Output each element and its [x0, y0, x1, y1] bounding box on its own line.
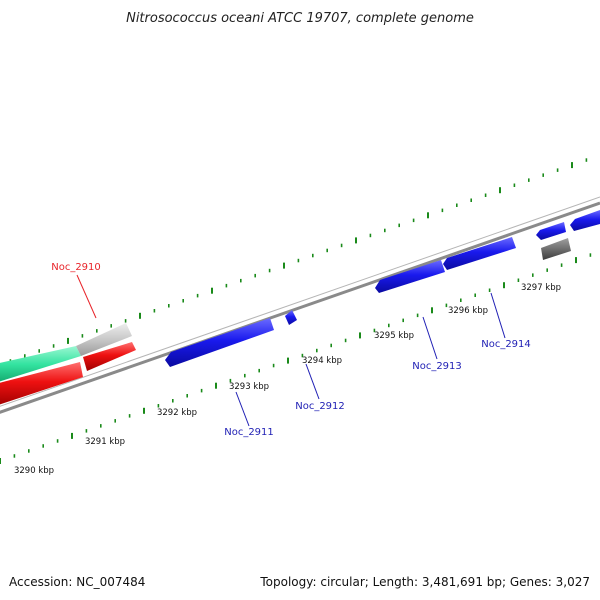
- genome-summary-text: Topology: circular; Length: 3,481,691 bp…: [259, 575, 590, 589]
- cds-red-1: [0, 362, 83, 405]
- map-title: Nitrosococcus oceani ATCC 19707, complet…: [126, 11, 474, 26]
- accession-text: Accession: NC_007484: [9, 575, 145, 589]
- tick-marks-lower: [0, 253, 592, 464]
- cds-features: [0, 210, 600, 405]
- cds-blue-right-1: [536, 222, 566, 240]
- gene-label-noc-2913: Noc_2913: [412, 361, 462, 372]
- kbp-label-3292: 3292 kbp: [157, 408, 197, 418]
- gene-label-noc-2912: Noc_2912: [295, 401, 345, 412]
- cds-blue-right-2: [570, 210, 600, 231]
- genome-backbone: [0, 196, 600, 414]
- kbp-label-3290: 3290 kbp: [14, 466, 54, 476]
- cds-dark-grey: [541, 238, 571, 260]
- gene-leaders: [76, 274, 506, 427]
- kbp-label-3293: 3293 kbp: [229, 382, 269, 392]
- cds-noc-2914: [443, 237, 516, 270]
- kbp-label-3296: 3296 kbp: [448, 306, 488, 316]
- cds-noc-2912: [285, 310, 297, 325]
- cds-noc-2913: [375, 260, 445, 293]
- kbp-label-3291: 3291 kbp: [85, 437, 125, 447]
- kbp-label-3297: 3297 kbp: [521, 283, 561, 293]
- cds-light-grey: [76, 323, 132, 356]
- cds-green: [0, 346, 81, 382]
- cds-red-2: [83, 342, 136, 371]
- kbp-label-3294: 3294 kbp: [302, 356, 342, 366]
- kbp-label-3295: 3295 kbp: [374, 331, 414, 341]
- cds-noc-2911: [165, 318, 274, 367]
- gene-label-noc-2914: Noc_2914: [481, 339, 531, 350]
- gene-label-noc-2910: Noc_2910: [51, 262, 101, 273]
- tick-marks-upper: [9, 153, 600, 363]
- gene-label-noc-2911: Noc_2911: [224, 427, 274, 438]
